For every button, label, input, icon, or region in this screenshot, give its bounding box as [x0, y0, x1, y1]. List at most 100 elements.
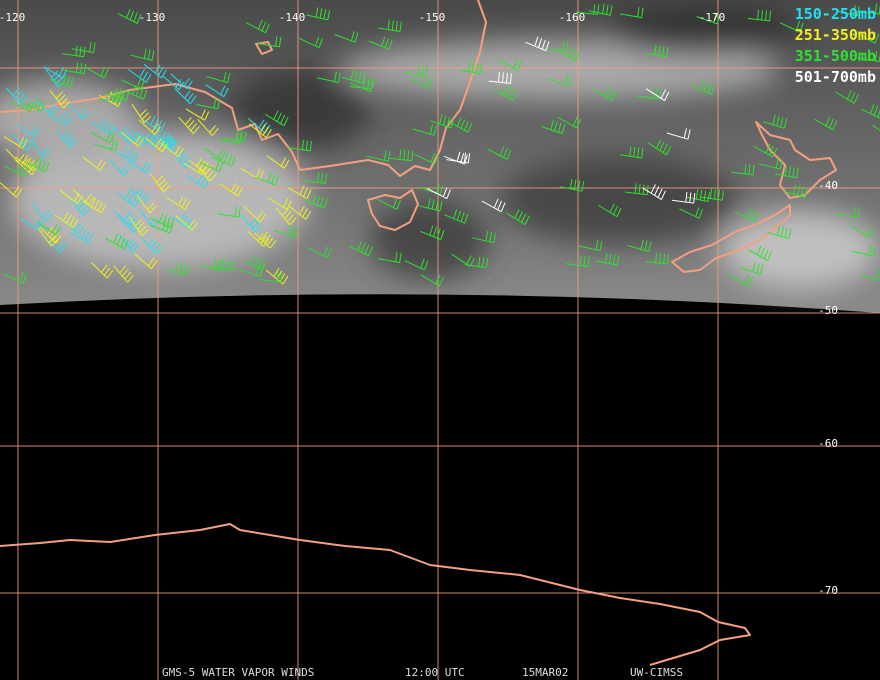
wind-barb: [72, 188, 95, 206]
wind-barb: [288, 139, 312, 152]
wind-barb: [444, 209, 469, 224]
wind-barb: [121, 132, 144, 147]
wind-barb: [112, 264, 134, 283]
longitude-label: -170: [699, 11, 726, 24]
small-island: [255, 41, 273, 55]
wind-barb: [104, 233, 129, 250]
wind-barb: [199, 160, 224, 172]
wind-barb: [84, 66, 109, 79]
wind-barb: [69, 229, 93, 244]
latitude-label: -50: [818, 304, 838, 317]
wind-barb: [560, 178, 585, 192]
wind-barb: [49, 74, 74, 88]
wind-barb: [420, 273, 444, 287]
wind-barb: [62, 45, 86, 58]
wind-barb: [481, 198, 506, 213]
wind-barb: [245, 19, 270, 34]
wind-barb: [48, 112, 72, 127]
wind-barb: [206, 71, 231, 84]
wind-barb: [443, 151, 468, 165]
footer: GMS-5 WATER VAPOR WINDS 12:00 UTC 15MAR02 U…: [162, 666, 683, 679]
wind-barb: [316, 71, 341, 83]
latitude-label: -40: [818, 179, 838, 192]
footer-text: 12:00 UTC: [405, 666, 465, 679]
wind-barb: [242, 255, 267, 271]
wind-barb: [129, 186, 150, 204]
wind-barb: [686, 189, 711, 202]
wind-barb: [813, 116, 838, 131]
wind-barb: [288, 205, 312, 220]
wind-barb: [748, 245, 772, 262]
wind-barb: [851, 245, 876, 257]
wind-barb: [37, 222, 62, 236]
wind-barb: [69, 197, 91, 216]
wind-barb: [458, 61, 483, 75]
wind-barb: [541, 119, 566, 135]
wind-barb: [82, 197, 107, 214]
wind-barb: [141, 237, 163, 255]
wind-barb: [835, 90, 859, 104]
wind-barbs: [0, 3, 880, 287]
wind-barb: [557, 116, 582, 129]
wind-barb: [429, 114, 454, 129]
wind-barb: [446, 152, 471, 164]
wind-barb: [506, 209, 530, 226]
wind-barb: [448, 117, 473, 133]
wind-barb: [341, 70, 366, 84]
wind-barb: [625, 183, 649, 196]
wind-barb: [578, 239, 603, 251]
wind-barb: [763, 114, 788, 129]
wind-barb: [123, 84, 148, 100]
wind-barb: [150, 213, 175, 229]
longitude-label: -150: [419, 11, 446, 24]
wind-barb: [113, 126, 137, 144]
wind-barb: [274, 225, 299, 239]
wind-barb: [4, 163, 29, 177]
wind-barb: [747, 9, 771, 22]
wind-barb: [211, 258, 236, 272]
wind-barb: [9, 100, 35, 112]
wind-barb: [127, 160, 151, 174]
wind-barb: [647, 139, 672, 156]
wind-barb: [3, 271, 28, 284]
nz-south-island: [671, 204, 791, 273]
wind-barb: [118, 233, 139, 253]
wind-barb: [595, 252, 620, 266]
wind-barb: [5, 87, 28, 105]
wind-barb: [117, 190, 141, 207]
wind-barb: [265, 110, 289, 127]
wind-barb: [592, 87, 617, 101]
wind-barb: [134, 253, 158, 270]
wind-barb: [223, 130, 247, 142]
wind-barb: [547, 74, 572, 87]
wind-barb: [488, 72, 512, 84]
footer-text: GMS-5 WATER VAPOR WINDS: [162, 666, 314, 679]
wind-barb: [114, 147, 139, 163]
wind-barb: [408, 77, 433, 89]
wind-barb: [257, 36, 282, 48]
wind-barb: [254, 231, 277, 249]
wind-barb: [861, 104, 880, 119]
longitude-label: -120: [0, 11, 25, 24]
wind-barb: [5, 148, 28, 166]
wind-barb: [174, 88, 197, 105]
longitude-label: -140: [279, 11, 306, 24]
wind-barb: [427, 187, 451, 199]
wind-barb: [378, 19, 402, 32]
wind-barb: [303, 194, 328, 209]
wind-barb: [348, 241, 373, 257]
wind-barb: [783, 184, 808, 198]
wind-barb: [219, 182, 243, 197]
wind-barb: [186, 174, 210, 189]
latitude-label: -60: [818, 437, 838, 450]
longitude-label: -130: [139, 11, 166, 24]
wind-barb: [775, 165, 799, 179]
wind-barb: [627, 239, 652, 252]
wind-barb: [420, 225, 445, 241]
wind-barb: [556, 47, 581, 62]
wind-barb: [691, 80, 716, 96]
wind-barb: [128, 68, 152, 83]
wind-barb: [240, 214, 262, 233]
wind-barb: [30, 139, 51, 159]
wind-barb: [266, 155, 290, 169]
